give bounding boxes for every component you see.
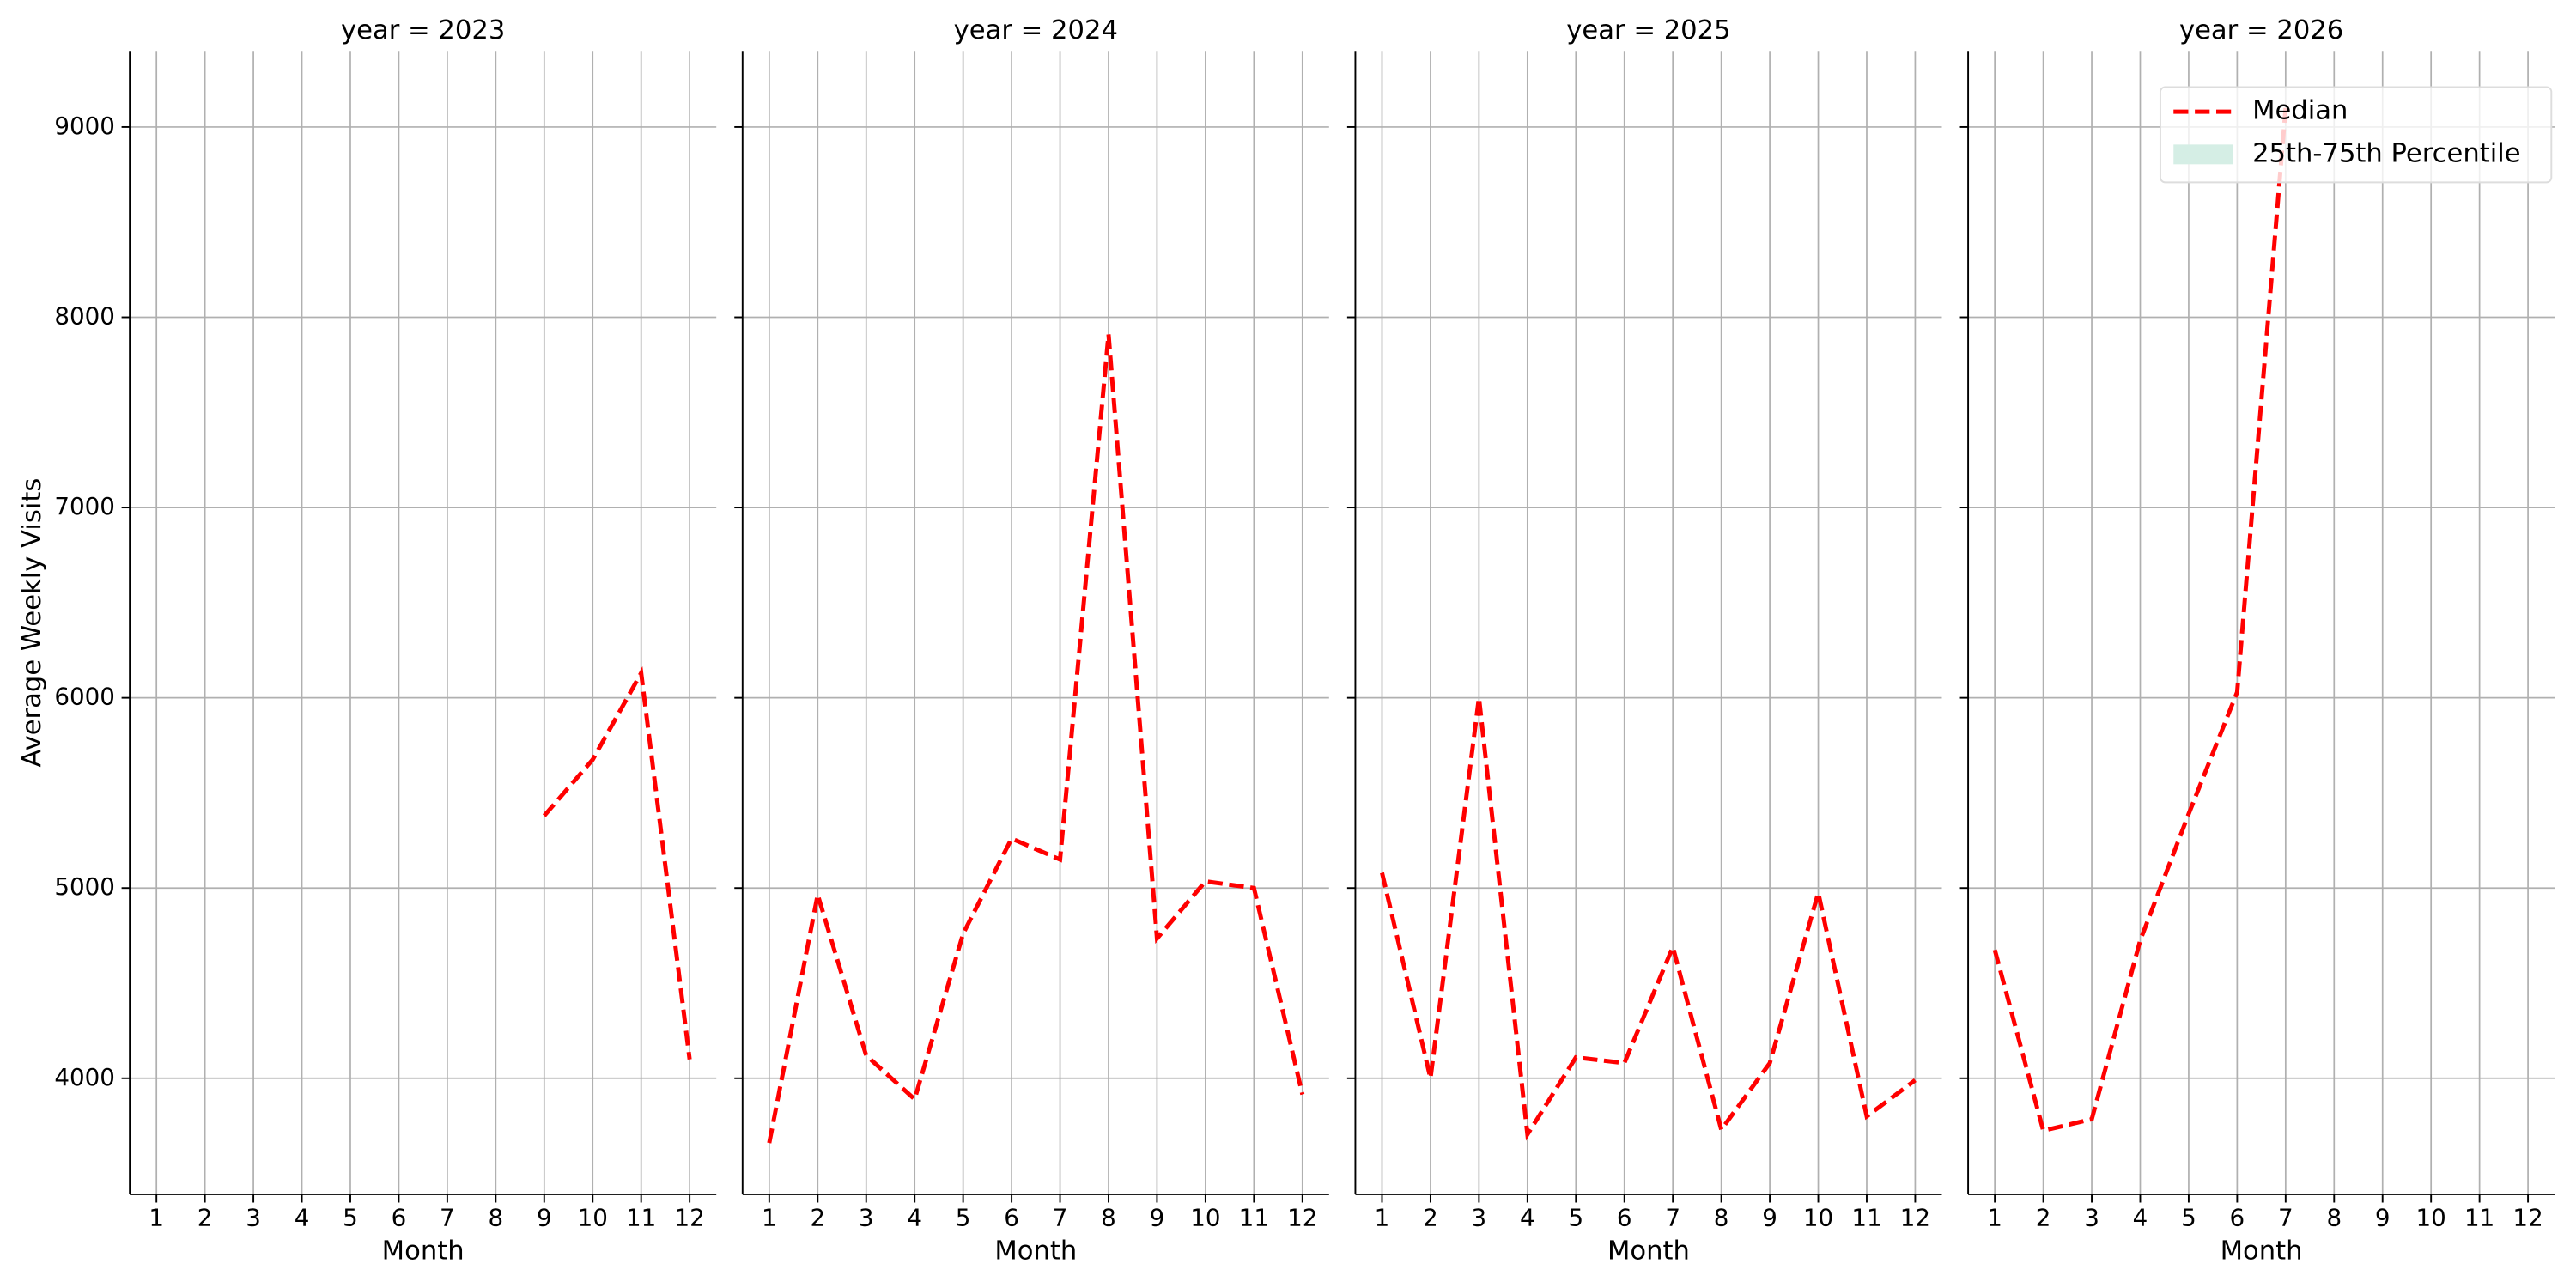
x-tick-label: 12 [1900,1204,1930,1232]
x-tick-label: 7 [1053,1204,1068,1232]
median-line [1992,107,2288,1133]
x-tick-label: 11 [2464,1204,2494,1232]
x-axis-label: Month [382,1236,465,1266]
median-line [1380,697,1917,1141]
x-tick-label: 10 [1190,1204,1220,1232]
x-tick-label: 3 [859,1204,874,1232]
x-tick-label: 2 [2036,1204,2051,1232]
y-tick-label: 7000 [54,492,115,520]
x-tick-label: 6 [392,1204,407,1232]
x-tick-label: 4 [2133,1204,2148,1232]
x-tick-label: 1 [149,1204,164,1232]
x-axis-label: Month [1607,1236,1690,1266]
legend-label: Median [2252,96,2348,126]
facet-title: year = 2026 [2179,15,2343,46]
x-tick-label: 7 [440,1204,455,1232]
y-tick-label: 8000 [54,302,115,331]
x-tick-label: 5 [343,1204,358,1232]
x-tick-label: 9 [2375,1204,2391,1232]
x-tick-label: 11 [1851,1204,1881,1232]
x-tick-label: 4 [907,1204,922,1232]
x-tick-label: 8 [1101,1204,1116,1232]
median-line [542,666,692,1060]
x-tick-label: 4 [295,1204,310,1232]
x-tick-label: 8 [1714,1204,1729,1232]
x-tick-label: 8 [489,1204,504,1232]
x-tick-label: 1 [762,1204,777,1232]
x-tick-label: 7 [1665,1204,1680,1232]
y-tick-label: 9000 [54,112,115,140]
x-tick-label: 2 [197,1204,213,1232]
legend-box [2159,86,2553,184]
x-tick-label: 9 [1762,1204,1777,1232]
x-tick-label: 7 [2278,1204,2293,1232]
x-tick-label: 3 [246,1204,261,1232]
x-tick-label: 1 [1375,1204,1390,1232]
facet-title: year = 2024 [954,15,1118,46]
x-tick-label: 8 [2326,1204,2342,1232]
x-tick-label: 11 [1239,1204,1269,1232]
x-axis-label: Month [994,1236,1077,1266]
y-tick-label: 5000 [54,872,115,901]
x-tick-label: 3 [1472,1204,1487,1232]
x-tick-label: 1 [1987,1204,2002,1232]
y-tick-label: 4000 [54,1063,115,1091]
x-tick-label: 3 [2084,1204,2099,1232]
x-tick-label: 9 [537,1204,552,1232]
facet-title: year = 2025 [1566,15,1730,46]
x-tick-label: 10 [1803,1204,1833,1232]
x-tick-label: 10 [2416,1204,2446,1232]
x-tick-label: 5 [2181,1204,2196,1232]
facet-title: year = 2023 [341,15,505,46]
legend-swatch [2173,144,2233,165]
x-tick-label: 2 [810,1204,825,1232]
x-axis-label: Month [2221,1236,2303,1266]
y-axis-label: Average Weekly Visits [17,478,47,768]
x-tick-label: 12 [2512,1204,2543,1232]
x-tick-label: 5 [1568,1204,1583,1232]
x-tick-label: 6 [1617,1204,1632,1232]
x-tick-label: 12 [674,1204,704,1232]
x-tick-label: 5 [956,1204,971,1232]
x-tick-label: 12 [1287,1204,1317,1232]
x-tick-label: 9 [1150,1204,1165,1232]
x-tick-label: 6 [2230,1204,2245,1232]
legend-label: 25th-75th Percentile [2252,138,2521,168]
x-tick-label: 11 [626,1204,656,1232]
x-tick-label: 4 [1520,1204,1535,1232]
x-tick-label: 6 [1004,1204,1019,1232]
x-tick-label: 10 [578,1204,608,1232]
x-tick-label: 2 [1423,1204,1438,1232]
median-line [767,334,1305,1144]
y-tick-label: 6000 [54,683,115,711]
